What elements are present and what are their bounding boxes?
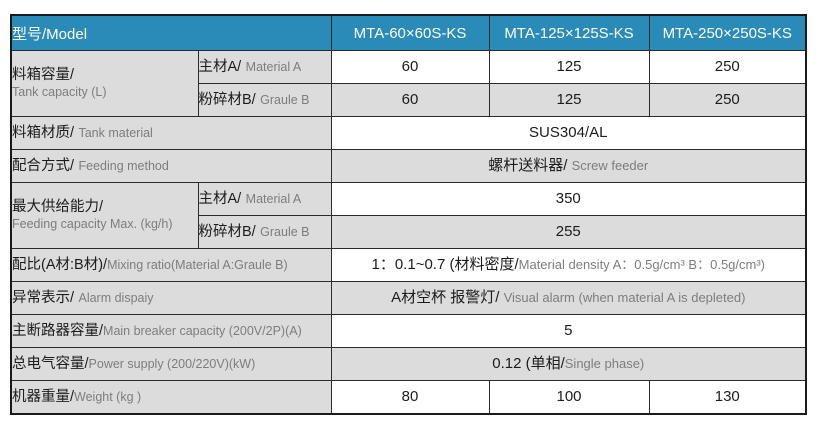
label-feeding-method: 配合方式/ Feeding method bbox=[10, 149, 332, 183]
label-main-breaker: 主断路器容量/Main breaker capacity (200V/2P)(A… bbox=[10, 314, 332, 348]
label-power-supply: 总电气容量/Power supply (200/220V)(kW) bbox=[10, 347, 332, 381]
label-tank-capacity-zh: 料箱容量/ bbox=[12, 67, 75, 83]
cell-weight-model3: 130 bbox=[648, 380, 807, 414]
cell-capacity-b-model3: 250 bbox=[648, 83, 807, 117]
cell-capacity-a-model3: 250 bbox=[648, 50, 807, 84]
row-tank-material: 料箱材质/ Tank material SUS304/AL bbox=[10, 116, 807, 150]
cell-alarm-display: A材空杯 报警灯/ Visual alarm (when material A … bbox=[330, 281, 807, 315]
cell-weight-model2: 100 bbox=[488, 380, 650, 414]
label-tank-capacity: 料箱容量/ Tank capacity (L) bbox=[10, 50, 199, 117]
row-feeding-method: 配合方式/ Feeding method 螺杆送料器/ Screw feeder bbox=[10, 149, 807, 183]
label-granule-b: 粉碎材B/ Graule B bbox=[197, 83, 332, 117]
label-tank-capacity-en: Tank capacity (L) bbox=[12, 85, 107, 99]
header-row: 型号/Model MTA-60×60S-KS MTA-125×125S-KS M… bbox=[10, 14, 807, 51]
model-column-1: MTA-60×60S-KS bbox=[330, 14, 490, 51]
model-header-label: 型号/Model bbox=[10, 14, 332, 51]
cell-feeding-method: 螺杆送料器/ Screw feeder bbox=[330, 149, 807, 183]
cell-capacity-b-model1: 60 bbox=[330, 83, 490, 117]
row-feeding-capacity-a: 最大供给能力/ Feeding capacity Max. (kg/h) 主材A… bbox=[10, 182, 807, 249]
row-alarm-display: 异常表示/ Alarm dispaiy A材空杯 报警灯/ Visual ala… bbox=[10, 281, 807, 315]
label-feeding-material-a: 主材A/ Material A bbox=[197, 182, 332, 216]
label-feeding-capacity: 最大供给能力/ Feeding capacity Max. (kg/h) bbox=[10, 182, 199, 249]
label-alarm-display: 异常表示/ Alarm dispaiy bbox=[10, 281, 332, 315]
row-tank-capacity-a: 料箱容量/ Tank capacity (L) 主材A/ Material A … bbox=[10, 50, 807, 117]
label-material-a: 主材A/ Material A bbox=[197, 50, 332, 84]
row-feeding-capacity-b: 粉碎材B/ Graule B 255 bbox=[11, 215, 807, 249]
cell-feeding-capacity-b: 255 bbox=[330, 215, 807, 249]
row-weight: 机器重量/Weight (kg ) 80 100 130 bbox=[10, 380, 807, 414]
spec-sheet: 型号/Model MTA-60×60S-KS MTA-125×125S-KS M… bbox=[10, 14, 807, 415]
cell-mixing-ratio: 1：0.1~0.7 (材料密度/Material density A：0.5g/… bbox=[330, 248, 807, 282]
cell-capacity-a-model1: 60 bbox=[330, 50, 490, 84]
cell-tank-material: SUS304/AL bbox=[330, 116, 807, 150]
model-header-text: 型号/Model bbox=[12, 25, 88, 43]
label-feeding-capacity-zh: 最大供给能力/ bbox=[12, 199, 104, 215]
label-weight: 机器重量/Weight (kg ) bbox=[10, 380, 332, 414]
row-tank-capacity-b: 粉碎材B/ Graule B 60 125 250 bbox=[11, 83, 807, 117]
model-column-3: MTA-250×250S-KS bbox=[648, 14, 807, 51]
label-feeding-capacity-en: Feeding capacity Max. (kg/h) bbox=[12, 217, 173, 231]
row-main-breaker: 主断路器容量/Main breaker capacity (200V/2P)(A… bbox=[10, 314, 807, 348]
cell-weight-model1: 80 bbox=[330, 380, 490, 414]
cell-power-supply: 0.12 (单相/Single phase) bbox=[330, 347, 807, 381]
spec-table: 型号/Model MTA-60×60S-KS MTA-125×125S-KS M… bbox=[10, 14, 807, 415]
label-tank-material: 料箱材质/ Tank material bbox=[10, 116, 332, 150]
cell-feeding-capacity-a: 350 bbox=[330, 182, 807, 216]
label-feeding-granule-b: 粉碎材B/ Graule B bbox=[197, 215, 332, 249]
model-column-2: MTA-125×125S-KS bbox=[488, 14, 650, 51]
row-mixing-ratio: 配比(A材:B材)/Mixing ratio(Material A:Graule… bbox=[10, 248, 807, 282]
cell-capacity-b-model2: 125 bbox=[488, 83, 650, 117]
cell-capacity-a-model2: 125 bbox=[488, 50, 650, 84]
label-mixing-ratio: 配比(A材:B材)/Mixing ratio(Material A:Graule… bbox=[10, 248, 332, 282]
row-power-supply: 总电气容量/Power supply (200/220V)(kW) 0.12 (… bbox=[10, 347, 807, 381]
cell-main-breaker: 5 bbox=[330, 314, 807, 348]
